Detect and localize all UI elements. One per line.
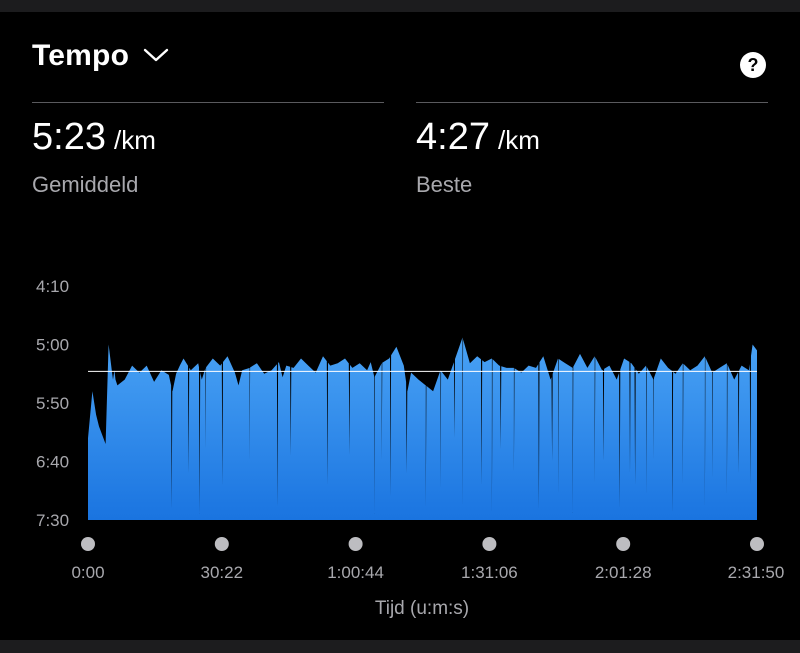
x-tick-marker[interactable] bbox=[616, 537, 631, 551]
x-tick-label: 1:00:44 bbox=[327, 563, 384, 582]
x-tick-marker[interactable] bbox=[750, 537, 764, 551]
x-tick-label: 30:22 bbox=[201, 563, 244, 582]
stat-value-line: 4:27/km bbox=[416, 115, 540, 162]
y-tick-label: 5:00 bbox=[36, 336, 69, 355]
stat-value: 4:27 bbox=[416, 116, 490, 158]
x-tick-marker[interactable] bbox=[81, 537, 95, 551]
chart-card bbox=[0, 12, 800, 640]
x-tick-marker[interactable] bbox=[348, 537, 363, 551]
pace-area bbox=[88, 337, 757, 520]
stat-value-line: 5:23/km bbox=[32, 115, 156, 162]
stat-label: Gemiddeld bbox=[32, 172, 139, 197]
x-tick-label: 0:00 bbox=[71, 563, 104, 582]
x-tick-marker[interactable] bbox=[214, 537, 229, 551]
question-circle-icon[interactable]: ? bbox=[740, 52, 766, 78]
stat-best: 4:27/km Beste bbox=[416, 115, 540, 198]
y-tick-label: 4:10 bbox=[36, 277, 69, 296]
x-tick-label: 2:31:50 bbox=[728, 563, 785, 582]
metric-title: Tempo bbox=[32, 39, 130, 72]
metric-selector[interactable]: Tempo bbox=[32, 36, 169, 76]
chevron-down-icon bbox=[143, 48, 169, 62]
x-axis-label: Tijd (u:m:s) bbox=[375, 598, 469, 619]
divider-right bbox=[416, 102, 768, 103]
y-tick-label: 6:40 bbox=[36, 453, 69, 472]
divider-left bbox=[32, 102, 384, 103]
y-tick-label: 7:30 bbox=[36, 511, 69, 530]
x-tick-marker[interactable] bbox=[482, 537, 497, 551]
stat-value: 5:23 bbox=[32, 116, 106, 158]
stat-unit: /km bbox=[113, 125, 156, 155]
x-tick-label: 2:01:28 bbox=[595, 563, 652, 582]
stat-unit: /km bbox=[497, 125, 540, 155]
stat-label: Beste bbox=[416, 172, 473, 197]
x-tick-label: 1:31:06 bbox=[461, 563, 518, 582]
y-tick-label: 5:50 bbox=[36, 394, 69, 413]
stat-average: 5:23/km Gemiddeld bbox=[32, 115, 156, 198]
